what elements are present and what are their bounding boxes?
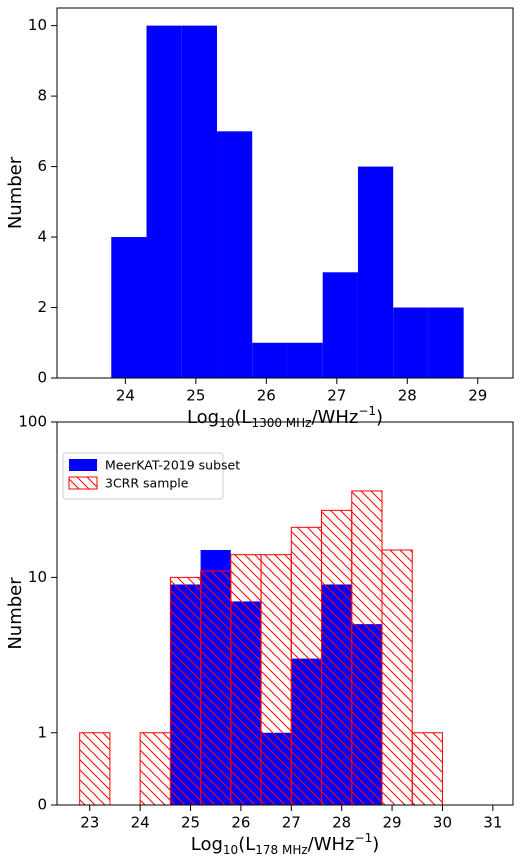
bar (428, 307, 464, 378)
bar (290, 526, 323, 806)
bar (146, 25, 182, 378)
bar (181, 25, 217, 378)
bar (230, 554, 262, 806)
y-axis-label: Number (5, 577, 26, 650)
y-tick-label: 1 (37, 723, 47, 741)
x-tick-label: 25 (186, 387, 205, 405)
bar (169, 576, 202, 806)
plot-frame (56, 7, 514, 379)
x-tick-label: 27 (327, 387, 346, 405)
x-axis-label-part: Log (187, 407, 219, 428)
x-tick-label: 29 (468, 387, 487, 405)
y-tick-label: 0 (37, 796, 47, 814)
x-tick-label: 28 (398, 387, 417, 405)
bar (357, 166, 394, 378)
y-tick-label: 10 (28, 568, 47, 586)
x-axis-label-part: /WHz (308, 834, 355, 855)
bar (111, 237, 147, 378)
x-tick-label: 25 (181, 814, 200, 832)
legend-label: MeerKAT-2019 subset (105, 458, 240, 473)
x-tick-label: 29 (383, 814, 402, 832)
legend-swatch (69, 459, 97, 471)
bar (393, 307, 429, 378)
x-axis-label-part: 178 MHz (255, 843, 307, 857)
bar (139, 732, 171, 806)
x-axis-label: Log10(L178 MHz/WHz−1) (191, 831, 380, 857)
bar (322, 272, 358, 378)
x-tick-label: 27 (282, 814, 301, 832)
x-tick-label: 31 (483, 814, 502, 832)
x-axis-label-part: (L (238, 834, 255, 855)
x-axis-label-part: 10 (223, 843, 238, 857)
bar (252, 342, 288, 378)
y-tick-label: 4 (37, 228, 47, 246)
y-tick-label: 6 (37, 157, 47, 175)
x-axis-label-part: /WHz (311, 407, 358, 428)
x-axis-label-part: ) (372, 834, 379, 855)
y-tick-label: 100 (18, 413, 47, 431)
x-tick-label: 24 (116, 387, 135, 405)
x-tick-label: 28 (332, 814, 351, 832)
x-tick-label: 26 (231, 814, 250, 832)
bar (381, 549, 413, 806)
bar (411, 732, 443, 806)
x-tick-label: 24 (131, 814, 150, 832)
x-axis-label-part: (L (234, 407, 251, 428)
legend-box (62, 452, 224, 500)
legend-label: 3CRR sample (105, 476, 189, 491)
y-tick-label: 8 (37, 87, 47, 105)
x-axis-label-part: −1 (358, 404, 376, 418)
x-axis-label-part: −1 (355, 831, 373, 845)
bar (321, 509, 353, 806)
x-axis-label-part: ) (376, 407, 383, 428)
bar (200, 570, 232, 806)
x-axis-label: Log10(L1300 MHz/WHz−1) (187, 404, 383, 430)
plot-frame (56, 421, 514, 806)
bar (351, 490, 383, 806)
bar (79, 732, 111, 806)
x-tick-label: 26 (257, 387, 276, 405)
y-axis-label: Number (5, 156, 26, 229)
y-tick-label: 0 (37, 369, 47, 387)
legend-swatch (68, 476, 98, 490)
x-tick-label: 23 (80, 814, 99, 832)
bar (260, 554, 292, 806)
y-tick-label: 10 (28, 16, 47, 34)
x-axis-label-part: Log (191, 834, 223, 855)
bar (216, 131, 253, 378)
bar (287, 342, 323, 378)
y-tick-label: 2 (37, 298, 47, 316)
x-tick-label: 30 (433, 814, 452, 832)
